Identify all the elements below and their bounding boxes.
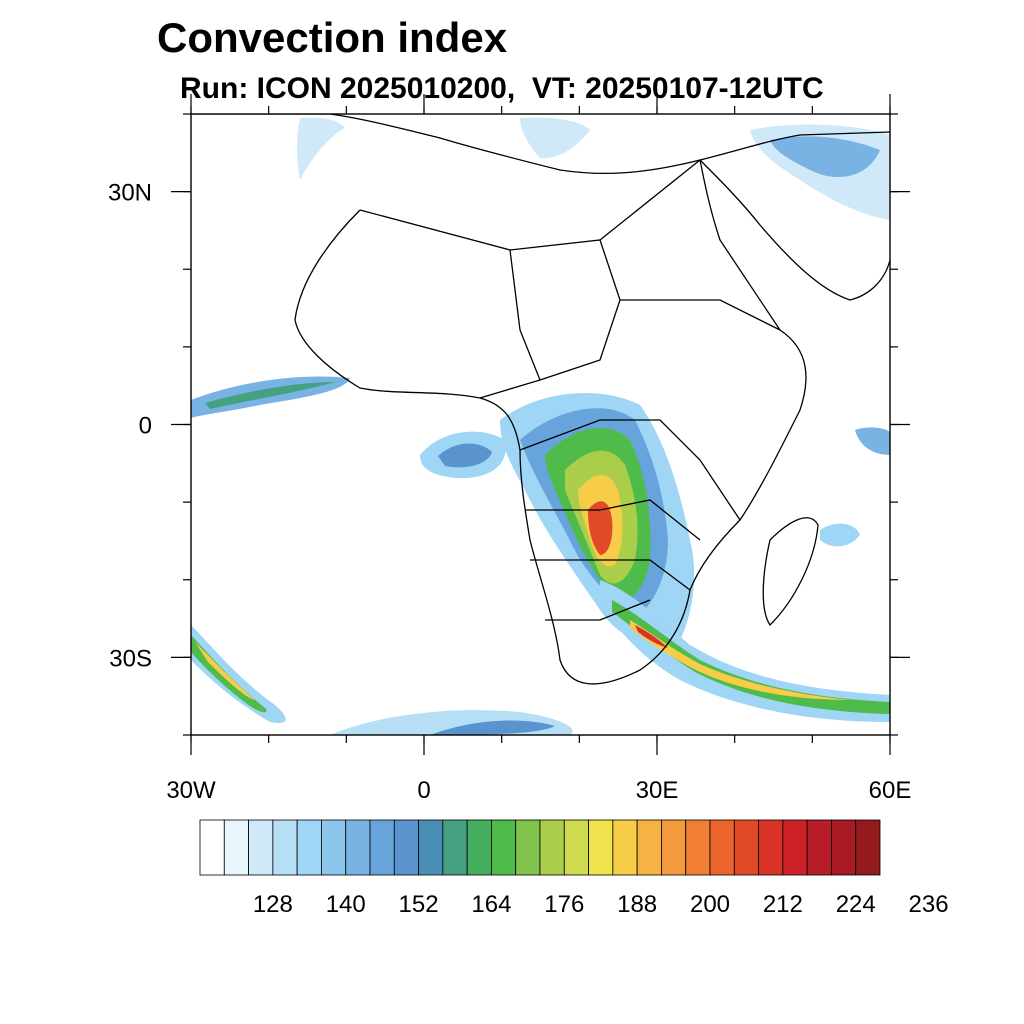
x-tick-label: 30W [166,777,216,804]
coastline [191,114,890,685]
x-tick-label: 30E [636,777,679,804]
colorbar-swatch [442,819,468,876]
colorbar-swatch [345,819,371,876]
colorbar-swatch [563,819,589,876]
colorbar-swatch [758,819,784,876]
colorbar-swatch [782,819,808,876]
colorbar-label: 236 [909,891,949,918]
colorbar-swatch [588,819,614,876]
colorbar-swatch [393,819,419,876]
colorbar-swatch [515,819,541,876]
y-tick-label: 0 [139,413,152,440]
chart-title: Convection index [157,14,508,61]
colorbar-swatch [685,819,711,876]
colorbar-swatch [806,819,832,876]
colorbar-label: 128 [253,891,293,918]
colorbar-swatch [272,819,298,876]
convection-field [191,117,890,735]
colorbar-label: 140 [326,891,366,918]
colorbar-swatch [418,819,444,876]
colorbar-swatch [199,819,225,876]
colorbar-label: 212 [763,891,803,918]
colorbar-label: 152 [399,891,439,918]
colorbar-swatch [612,819,638,876]
x-tick-label: 60E [869,777,912,804]
colorbar-swatch [831,819,857,876]
colorbar: 128 140 152 164 176 188 200 212 224 236 [199,819,949,918]
colorbar-swatch [369,819,395,876]
y-tick-label: 30S [109,645,152,672]
colorbar-swatch [296,819,322,876]
axis-ticks: 30W 0 30E 60E 30N 0 30S [108,94,911,804]
colorbar-swatch [491,819,517,876]
colorbar-swatch [636,819,662,876]
colorbar-swatch [321,819,347,876]
colorbar-swatch [248,819,274,876]
colorbar-swatch [733,819,759,876]
colorbar-label: 224 [836,891,876,918]
colorbar-swatch [466,819,492,876]
chart-subtitle: Run: ICON 2025010200, VT: 20250107-12UTC [180,72,824,105]
colorbar-label: 200 [690,891,730,918]
colorbar-label: 176 [544,891,584,918]
y-tick-label: 30N [108,180,152,207]
colorbar-label: 188 [617,891,657,918]
colorbar-swatch [661,819,687,876]
colorbar-label: 164 [471,891,511,918]
colorbar-swatch [855,819,881,876]
x-tick-label: 0 [417,777,430,804]
colorbar-swatch [709,819,735,876]
colorbar-swatch [223,819,249,876]
colorbar-swatch [539,819,565,876]
